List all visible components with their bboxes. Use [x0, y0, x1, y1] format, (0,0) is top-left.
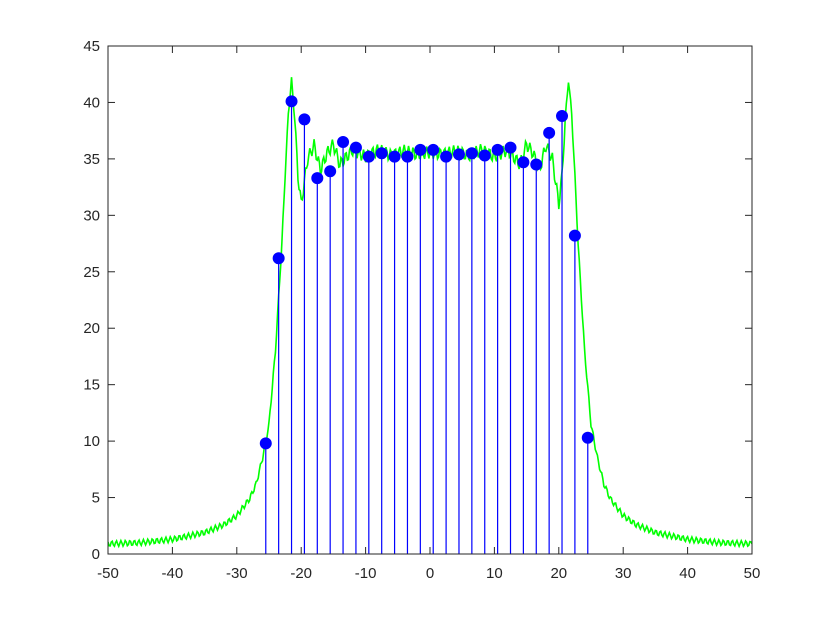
stem-marker: [375, 147, 388, 160]
x-tick-label: -40: [162, 565, 184, 582]
x-tick-label: -30: [226, 565, 248, 582]
x-tick-label: 40: [679, 565, 696, 582]
x-tick-label: -20: [290, 565, 312, 582]
stem-marker: [427, 143, 440, 156]
stem-marker: [324, 165, 337, 178]
x-tick-label: 30: [615, 565, 632, 582]
y-tick-label: 30: [83, 207, 100, 224]
stem-marker: [349, 141, 362, 154]
y-tick-label: 0: [92, 546, 100, 563]
y-tick-label: 40: [83, 94, 100, 111]
stem-marker: [337, 135, 350, 148]
y-tick-label: 45: [83, 38, 100, 55]
plot-area: [108, 77, 752, 554]
x-tick-label: -50: [97, 565, 119, 582]
stem-marker: [452, 148, 465, 161]
stem-marker: [298, 113, 311, 126]
stem-marker: [530, 158, 543, 171]
stem-marker: [581, 431, 594, 444]
y-tick-label: 35: [83, 151, 100, 168]
stem-marker: [311, 172, 324, 185]
y-tick-label: 10: [83, 433, 100, 450]
stem-marker: [543, 126, 556, 139]
x-tick-label: 20: [550, 565, 567, 582]
y-tick-label: 20: [83, 320, 100, 337]
stem-marker: [568, 229, 581, 242]
stem-marker: [285, 95, 298, 108]
y-tick-label: 15: [83, 377, 100, 394]
stem-marker: [491, 143, 504, 156]
stem-marker: [259, 437, 272, 450]
stem-marker: [504, 141, 517, 154]
x-tick-label: 0: [426, 565, 434, 582]
stem-marker: [388, 150, 401, 163]
stem-marker: [272, 252, 285, 265]
x-tick-label: -10: [355, 565, 377, 582]
stem-marker: [478, 149, 491, 162]
x-tick-label: 10: [486, 565, 503, 582]
y-tick-label: 25: [83, 264, 100, 281]
y-tick-label: 5: [92, 490, 100, 507]
stem-marker: [517, 156, 530, 169]
stem-marker: [465, 147, 478, 160]
x-tick-label: 50: [744, 565, 761, 582]
stem-marker: [401, 150, 414, 163]
axes: -50 -40 -30 -20 -10 0 10 20 30 40 50 0 5 10 15 20 25 30 35…: [83, 38, 760, 582]
stem-marker: [440, 150, 453, 163]
stem-marker: [556, 109, 569, 122]
stem-marker: [362, 150, 375, 163]
axes-box: [107, 45, 753, 555]
stem-marker: [414, 143, 427, 156]
